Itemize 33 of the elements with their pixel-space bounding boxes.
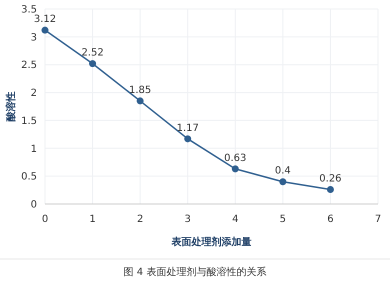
point xyxy=(326,186,334,194)
data-label: 1.85 xyxy=(129,84,152,96)
x-tick-label: 1 xyxy=(89,214,96,225)
y-tick-label: 2 xyxy=(30,88,37,100)
point xyxy=(89,60,96,68)
y-tick-label: 1 xyxy=(30,144,37,155)
data-label: 3.12 xyxy=(34,14,56,26)
x-tick-label: 5 xyxy=(280,214,286,225)
y-tick-label: 3.5 xyxy=(21,4,37,16)
data-label: 1.17 xyxy=(176,122,199,134)
point xyxy=(232,165,239,172)
y-axis-title: 酸溶性 xyxy=(5,92,17,122)
y-tick-label: 1.5 xyxy=(21,116,37,127)
x-axis-title: 表面处理剂添加量 xyxy=(170,236,252,248)
y-tick-label: 0 xyxy=(30,200,37,210)
data-label: 0.63 xyxy=(224,152,246,164)
x-tick-label: 3 xyxy=(184,214,191,225)
data-label: 0.4 xyxy=(274,166,291,177)
caption: 图 4 表面处理剂与酸溶性的关系 xyxy=(124,266,266,278)
data-label: 2.52 xyxy=(81,48,104,59)
point xyxy=(136,97,144,104)
point xyxy=(184,135,192,142)
x-tick-label: 7 xyxy=(374,214,382,225)
y-tick-label: 2.5 xyxy=(21,60,37,72)
y-tick-label: 3 xyxy=(30,32,37,44)
data-label: 0.26 xyxy=(319,174,342,185)
point xyxy=(42,26,48,34)
y-tick-label: 0.5 xyxy=(21,172,37,183)
x-tick-label: 4 xyxy=(232,214,238,225)
x-tick-label: 6 xyxy=(327,214,334,225)
x-tick-label: 2 xyxy=(136,214,144,225)
point xyxy=(279,178,286,186)
x-tick-label: 0 xyxy=(42,214,48,225)
